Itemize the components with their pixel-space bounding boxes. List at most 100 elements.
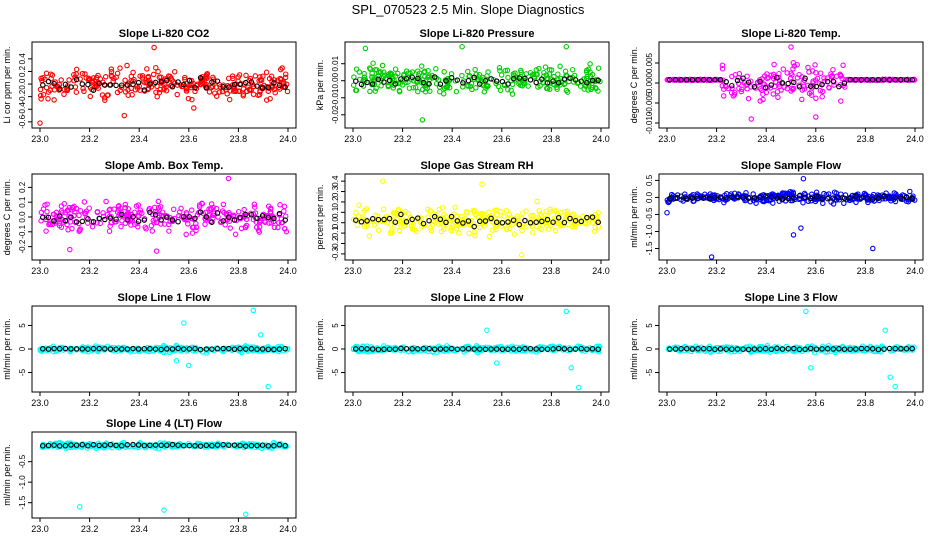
x-tick-label: 24.0 [906,398,924,408]
data-point [282,345,288,352]
data-point [176,212,182,219]
data-point [214,442,221,448]
data-point [56,220,63,226]
chart-title: Slope Line 4 (LT) Flow [106,418,222,430]
x-tick-label: 23.0 [31,134,49,144]
data-point [158,217,164,223]
data-point [73,442,80,449]
data-point [838,98,844,104]
data-point [712,194,718,201]
data-point [403,76,410,82]
y-tick-label: -1.0 [645,224,654,238]
data-point [210,212,216,219]
y-tick-label: -1.0 [18,475,27,489]
data-point [183,209,190,216]
data-point [550,219,556,225]
data-point [353,78,359,84]
data-point [355,213,362,219]
data-point [272,89,278,96]
data-point [173,358,180,364]
data-point [892,383,898,390]
data-point [553,208,559,215]
data-point [158,442,164,449]
data-point [907,188,913,195]
data-point [824,75,831,81]
data-point [243,511,249,517]
data-point [785,195,791,202]
data-point [391,82,397,88]
data-point [584,214,590,221]
data-point [254,83,260,89]
data-point [841,80,848,86]
data-point [254,442,260,449]
data-point [892,195,899,201]
data-point [482,346,489,353]
data-point [192,215,198,222]
data-point [589,214,596,220]
data-point [858,345,865,352]
data-point [80,85,86,92]
data-point [231,346,238,353]
data-point [471,74,477,81]
data-point [204,81,210,88]
x-tick-label: 23.8 [230,134,248,144]
x-tick-label: 23.0 [344,134,362,144]
data-point [464,210,470,216]
data-point [433,66,439,72]
data-point [397,218,404,225]
chart-panel-7: Slope Line 1 Flow ml/min per min. -5 0 5 23.0… [2,292,297,408]
data-point [175,442,181,448]
figure-title: SPL_070523 2.5 Min. Slope Diagnostics [351,2,585,17]
data-point [82,210,88,217]
data-point [892,345,899,352]
data-point [43,214,50,220]
data-point [869,346,876,352]
data-point [734,77,741,84]
data-point [164,346,170,352]
data-point [570,211,577,217]
data-point [200,210,207,217]
data-point [738,346,744,353]
data-point [409,216,415,223]
x-tick-label: 23.6 [807,398,825,408]
data-point [284,88,291,95]
data-point [824,195,831,202]
data-point [369,70,375,77]
data-point [875,346,882,353]
data-point [472,232,478,239]
data-point [220,84,226,90]
data-point [158,78,164,85]
data-point [402,208,409,215]
x-tick-label: 23.8 [857,266,875,276]
data-point [909,77,915,83]
data-point [437,81,444,87]
data-point [774,74,780,81]
data-point [706,345,713,352]
data-point [875,77,882,83]
data-point [43,70,50,77]
data-point [182,74,188,81]
data-point [460,346,466,352]
data-point [841,200,847,207]
data-point [113,346,119,352]
data-point [220,218,226,224]
data-point [516,221,523,228]
data-point [482,77,489,84]
data-point [712,346,718,353]
data-point [366,233,373,239]
data-point [213,93,220,99]
data-point [379,62,386,69]
data-point [194,211,201,218]
data-point [757,346,763,352]
data-point [192,345,198,352]
data-point [375,76,382,83]
data-point [790,60,797,66]
x-tick-label: 23.4 [443,134,461,144]
data-point [510,75,517,82]
data-point [498,209,504,215]
x-tick-label: 23.6 [493,266,511,276]
data-point [522,79,528,85]
y-axis-label: degrees C per min. [629,47,639,124]
